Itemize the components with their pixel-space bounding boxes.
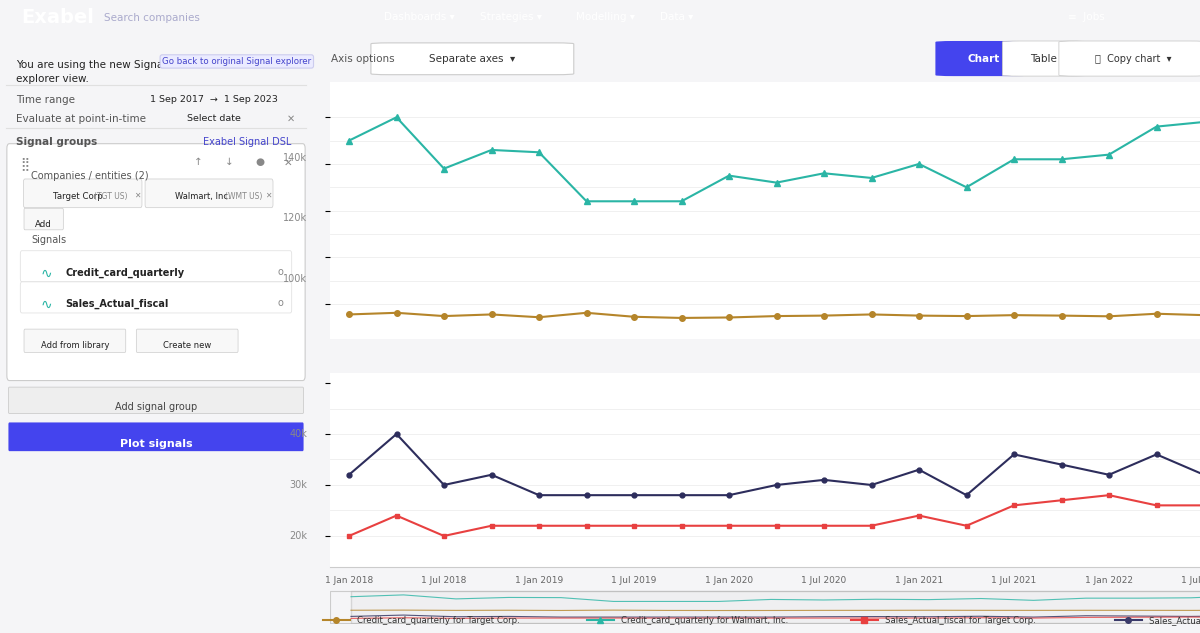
Text: 20k: 20k	[289, 531, 307, 541]
Text: Add: Add	[35, 220, 52, 229]
Text: Exabel Signal DSL: Exabel Signal DSL	[203, 137, 292, 146]
Text: ≡  Jobs: ≡ Jobs	[1068, 13, 1105, 22]
FancyBboxPatch shape	[24, 208, 64, 230]
Text: Table: Table	[1031, 54, 1057, 63]
Text: Credit_card_quarterly for Target Corp.: Credit_card_quarterly for Target Corp.	[358, 617, 520, 625]
Text: Sales_Actual_fiscal: Sales_Actual_fiscal	[66, 299, 169, 310]
Text: ✕: ✕	[284, 158, 293, 168]
Text: ✕: ✕	[265, 191, 271, 200]
Text: Plot signals: Plot signals	[120, 439, 192, 449]
Text: o: o	[277, 267, 283, 277]
Text: Create new: Create new	[163, 341, 211, 350]
Text: 140k: 140k	[283, 153, 307, 163]
Text: 100k: 100k	[283, 273, 307, 284]
Text: Time range: Time range	[16, 95, 74, 104]
FancyBboxPatch shape	[7, 144, 305, 380]
Text: Data ▾: Data ▾	[660, 13, 694, 22]
Text: Companies / entities (2): Companies / entities (2)	[31, 171, 149, 181]
FancyBboxPatch shape	[1002, 41, 1086, 76]
Text: Go back to original Signal explorer: Go back to original Signal explorer	[162, 57, 311, 66]
FancyBboxPatch shape	[1058, 41, 1200, 76]
Text: 120k: 120k	[283, 213, 307, 223]
Text: 30k: 30k	[289, 480, 307, 490]
Text: ↓: ↓	[224, 158, 233, 168]
Text: Chart: Chart	[967, 54, 1000, 63]
Text: Exabel: Exabel	[22, 8, 95, 27]
Text: ↑: ↑	[193, 158, 202, 168]
Text: Credit_card_quarterly for Walmart, Inc.: Credit_card_quarterly for Walmart, Inc.	[622, 617, 788, 625]
Text: Search companies: Search companies	[104, 13, 200, 23]
Text: Modelling ▾: Modelling ▾	[576, 13, 635, 22]
Text: ⧉  Copy chart  ▾: ⧉ Copy chart ▾	[1094, 54, 1171, 63]
Text: ⣿: ⣿	[20, 158, 30, 170]
FancyBboxPatch shape	[145, 179, 274, 208]
Text: Add from library: Add from library	[41, 341, 109, 350]
Text: Sales_Actual_fiscal for Target Corp.: Sales_Actual_fiscal for Target Corp.	[886, 617, 1036, 625]
Text: ✕: ✕	[287, 114, 295, 124]
Text: You are using the new Signal
explorer view.: You are using the new Signal explorer vi…	[16, 60, 166, 84]
Text: (TGT US): (TGT US)	[94, 192, 127, 201]
Text: Add signal group: Add signal group	[115, 401, 197, 411]
FancyBboxPatch shape	[371, 43, 574, 75]
FancyBboxPatch shape	[352, 591, 1200, 623]
Text: Strategies ▾: Strategies ▾	[480, 13, 542, 22]
Text: Separate axes  ▾: Separate axes ▾	[430, 54, 516, 63]
Text: Target Corp.: Target Corp.	[53, 192, 106, 201]
Text: ∿: ∿	[41, 298, 52, 312]
Text: ●: ●	[256, 158, 265, 168]
FancyBboxPatch shape	[24, 329, 126, 353]
FancyBboxPatch shape	[936, 41, 1032, 76]
Text: Sales_Actual_fiscal for Walmart, Inc.: Sales_Actual_fiscal for Walmart, Inc.	[1150, 617, 1200, 625]
FancyBboxPatch shape	[8, 387, 304, 413]
FancyBboxPatch shape	[20, 251, 292, 282]
Text: 1 Sep 2017  →  1 Sep 2023: 1 Sep 2017 → 1 Sep 2023	[150, 95, 277, 104]
Text: Signals: Signals	[31, 235, 66, 245]
Text: ✕: ✕	[134, 191, 140, 200]
Text: ∿: ∿	[41, 267, 52, 281]
Text: Walmart, Inc.: Walmart, Inc.	[175, 192, 230, 201]
FancyBboxPatch shape	[20, 282, 292, 313]
FancyBboxPatch shape	[8, 422, 304, 451]
Text: Select date: Select date	[187, 114, 241, 123]
Text: Dashboards ▾: Dashboards ▾	[384, 13, 455, 22]
Text: 40k: 40k	[289, 429, 307, 439]
Text: Evaluate at point-in-time: Evaluate at point-in-time	[16, 114, 145, 124]
FancyBboxPatch shape	[137, 329, 238, 353]
Text: o: o	[277, 298, 283, 308]
FancyBboxPatch shape	[24, 179, 142, 208]
Text: Axis options: Axis options	[331, 54, 395, 63]
Text: Credit_card_quarterly: Credit_card_quarterly	[66, 268, 185, 279]
Text: Signal groups: Signal groups	[16, 137, 97, 146]
Text: (WMT US): (WMT US)	[224, 192, 262, 201]
